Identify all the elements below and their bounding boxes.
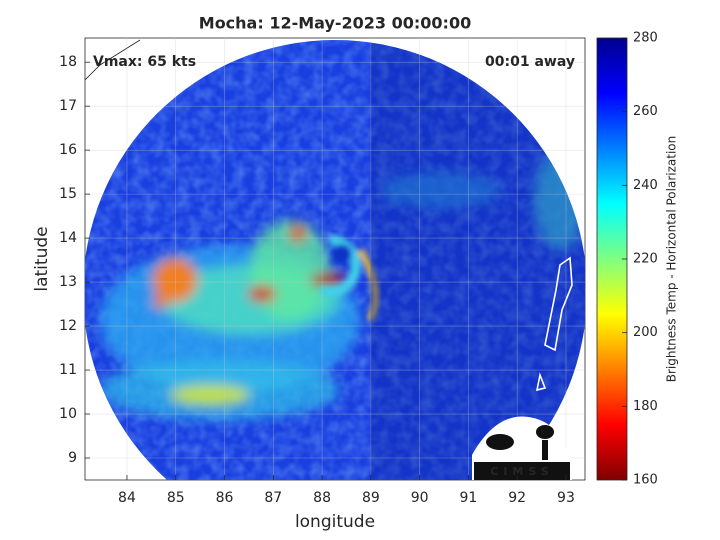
logo: CIMSS xyxy=(472,416,572,480)
x-tick-label: 92 xyxy=(508,490,526,506)
grid xyxy=(85,38,585,480)
colorbar-tick-label: 160 xyxy=(633,473,658,488)
colorbar-tick-label: 280 xyxy=(633,31,658,46)
colorbar-label: Brightness Temp - Horizontal Polarizatio… xyxy=(665,136,679,383)
y-tick-label: 12 xyxy=(59,318,77,334)
colorbar-tick-label: 260 xyxy=(633,104,658,119)
time-annotation: 00:01 away xyxy=(485,54,575,70)
logo-text: CIMSS xyxy=(490,465,553,478)
x-axis-label: longitude xyxy=(295,512,375,532)
y-tick-label: 17 xyxy=(59,98,77,114)
x-tick-label: 86 xyxy=(216,490,234,506)
x-tick-label: 87 xyxy=(264,490,282,506)
x-tick-label: 88 xyxy=(313,490,331,506)
colorbar-tick-label: 220 xyxy=(633,252,658,267)
y-tick-label: 11 xyxy=(59,362,77,378)
satellite-image xyxy=(85,39,585,480)
chart-title: Mocha: 12-May-2023 00:00:00 xyxy=(199,14,471,33)
colorbar-tick-label: 200 xyxy=(633,325,658,340)
y-tick-label: 13 xyxy=(59,274,77,290)
y-axis-label: latitude xyxy=(32,226,52,291)
y-tick-label: 10 xyxy=(59,406,77,422)
y-tick-label: 9 xyxy=(68,450,77,466)
x-tick-label: 89 xyxy=(362,490,380,506)
x-tick-label: 93 xyxy=(557,490,575,506)
colorbar-tick-label: 240 xyxy=(633,178,658,193)
vmax-annotation: Vmax: 65 kts xyxy=(93,54,196,70)
colorbar-tick-label: 180 xyxy=(633,399,658,414)
y-tick-label: 18 xyxy=(59,54,77,70)
y-tick-label: 16 xyxy=(59,142,77,158)
y-tick-label: 14 xyxy=(59,230,77,246)
x-tick-label: 91 xyxy=(460,490,478,506)
y-tick-label: 15 xyxy=(59,186,77,202)
x-tick-label: 85 xyxy=(167,490,185,506)
x-tick-label: 90 xyxy=(411,490,429,506)
x-tick-label: 84 xyxy=(118,490,136,506)
